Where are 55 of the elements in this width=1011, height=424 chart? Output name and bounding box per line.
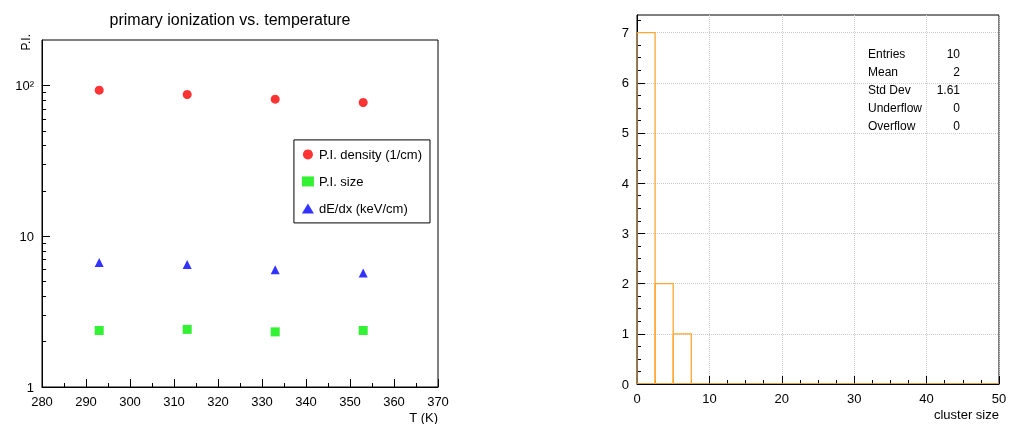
chart-title: primary ionization vs. temperature bbox=[109, 10, 351, 28]
y-tick-label: 2 bbox=[621, 276, 629, 292]
annotation: Underflow bbox=[868, 101, 923, 115]
x-tick-label: 0 bbox=[633, 391, 641, 406]
x-tick-label: 40 bbox=[919, 391, 934, 406]
legend-label: P.I. size bbox=[318, 173, 364, 189]
y-tick-label: 1 bbox=[621, 326, 629, 342]
point bbox=[358, 325, 368, 335]
x-tick-label: 370 bbox=[427, 394, 449, 409]
y-tick-label: 7 bbox=[621, 25, 629, 41]
point bbox=[94, 257, 104, 267]
x-tick-label: 280 bbox=[31, 394, 53, 409]
x-tick-label: 30 bbox=[846, 391, 862, 406]
x-axis-title: cluster size bbox=[933, 407, 999, 422]
y-tick-label: 4 bbox=[621, 175, 629, 191]
annotation: Entries bbox=[868, 47, 906, 61]
y-tick-label: 0 bbox=[621, 376, 629, 392]
x-tick-label: 330 bbox=[251, 394, 273, 409]
y-tick-label: 3 bbox=[621, 225, 629, 241]
x-tick-label: 320 bbox=[207, 394, 229, 409]
point bbox=[94, 85, 104, 95]
point bbox=[94, 325, 104, 335]
x-tick-label: 300 bbox=[119, 394, 141, 409]
annotation: 10 bbox=[946, 47, 961, 61]
annotation: 0 bbox=[953, 119, 961, 133]
annotation: Std Dev bbox=[868, 83, 911, 97]
point bbox=[182, 90, 192, 100]
y-tick-label: 6 bbox=[621, 75, 629, 91]
annotation: Overflow bbox=[868, 119, 916, 133]
legend-label: dE/dx (keV/cm) bbox=[318, 200, 408, 216]
x-tick-label: 10 bbox=[702, 391, 717, 406]
y-tick-label: 1 bbox=[26, 379, 34, 395]
y-axis-title: P.I. bbox=[19, 34, 33, 51]
annotation: 1.61 bbox=[936, 83, 961, 97]
x-tick-label: 50 bbox=[991, 391, 1007, 406]
point bbox=[358, 268, 368, 278]
annotation: 2 bbox=[953, 65, 961, 79]
y-tick-label: 5 bbox=[621, 125, 629, 141]
legend-label: P.I. density (1/cm) bbox=[318, 146, 422, 162]
point bbox=[182, 324, 192, 334]
x-tick-label: 360 bbox=[383, 394, 405, 409]
x-tick-label: 340 bbox=[295, 394, 317, 409]
point bbox=[182, 259, 192, 269]
point bbox=[270, 327, 280, 337]
point bbox=[358, 98, 368, 108]
annotation: 0 bbox=[953, 101, 961, 115]
annotation: Mean bbox=[868, 65, 899, 79]
x-tick-label: 350 bbox=[339, 394, 361, 409]
y-tick-label: 10² bbox=[15, 77, 35, 93]
x-tick-label: 20 bbox=[774, 391, 790, 406]
y-tick-label: 10 bbox=[19, 228, 34, 244]
x-tick-label: 310 bbox=[163, 394, 185, 409]
point bbox=[270, 94, 280, 104]
x-axis-title: T (K) bbox=[409, 410, 438, 424]
x-tick-label: 290 bbox=[75, 394, 97, 409]
